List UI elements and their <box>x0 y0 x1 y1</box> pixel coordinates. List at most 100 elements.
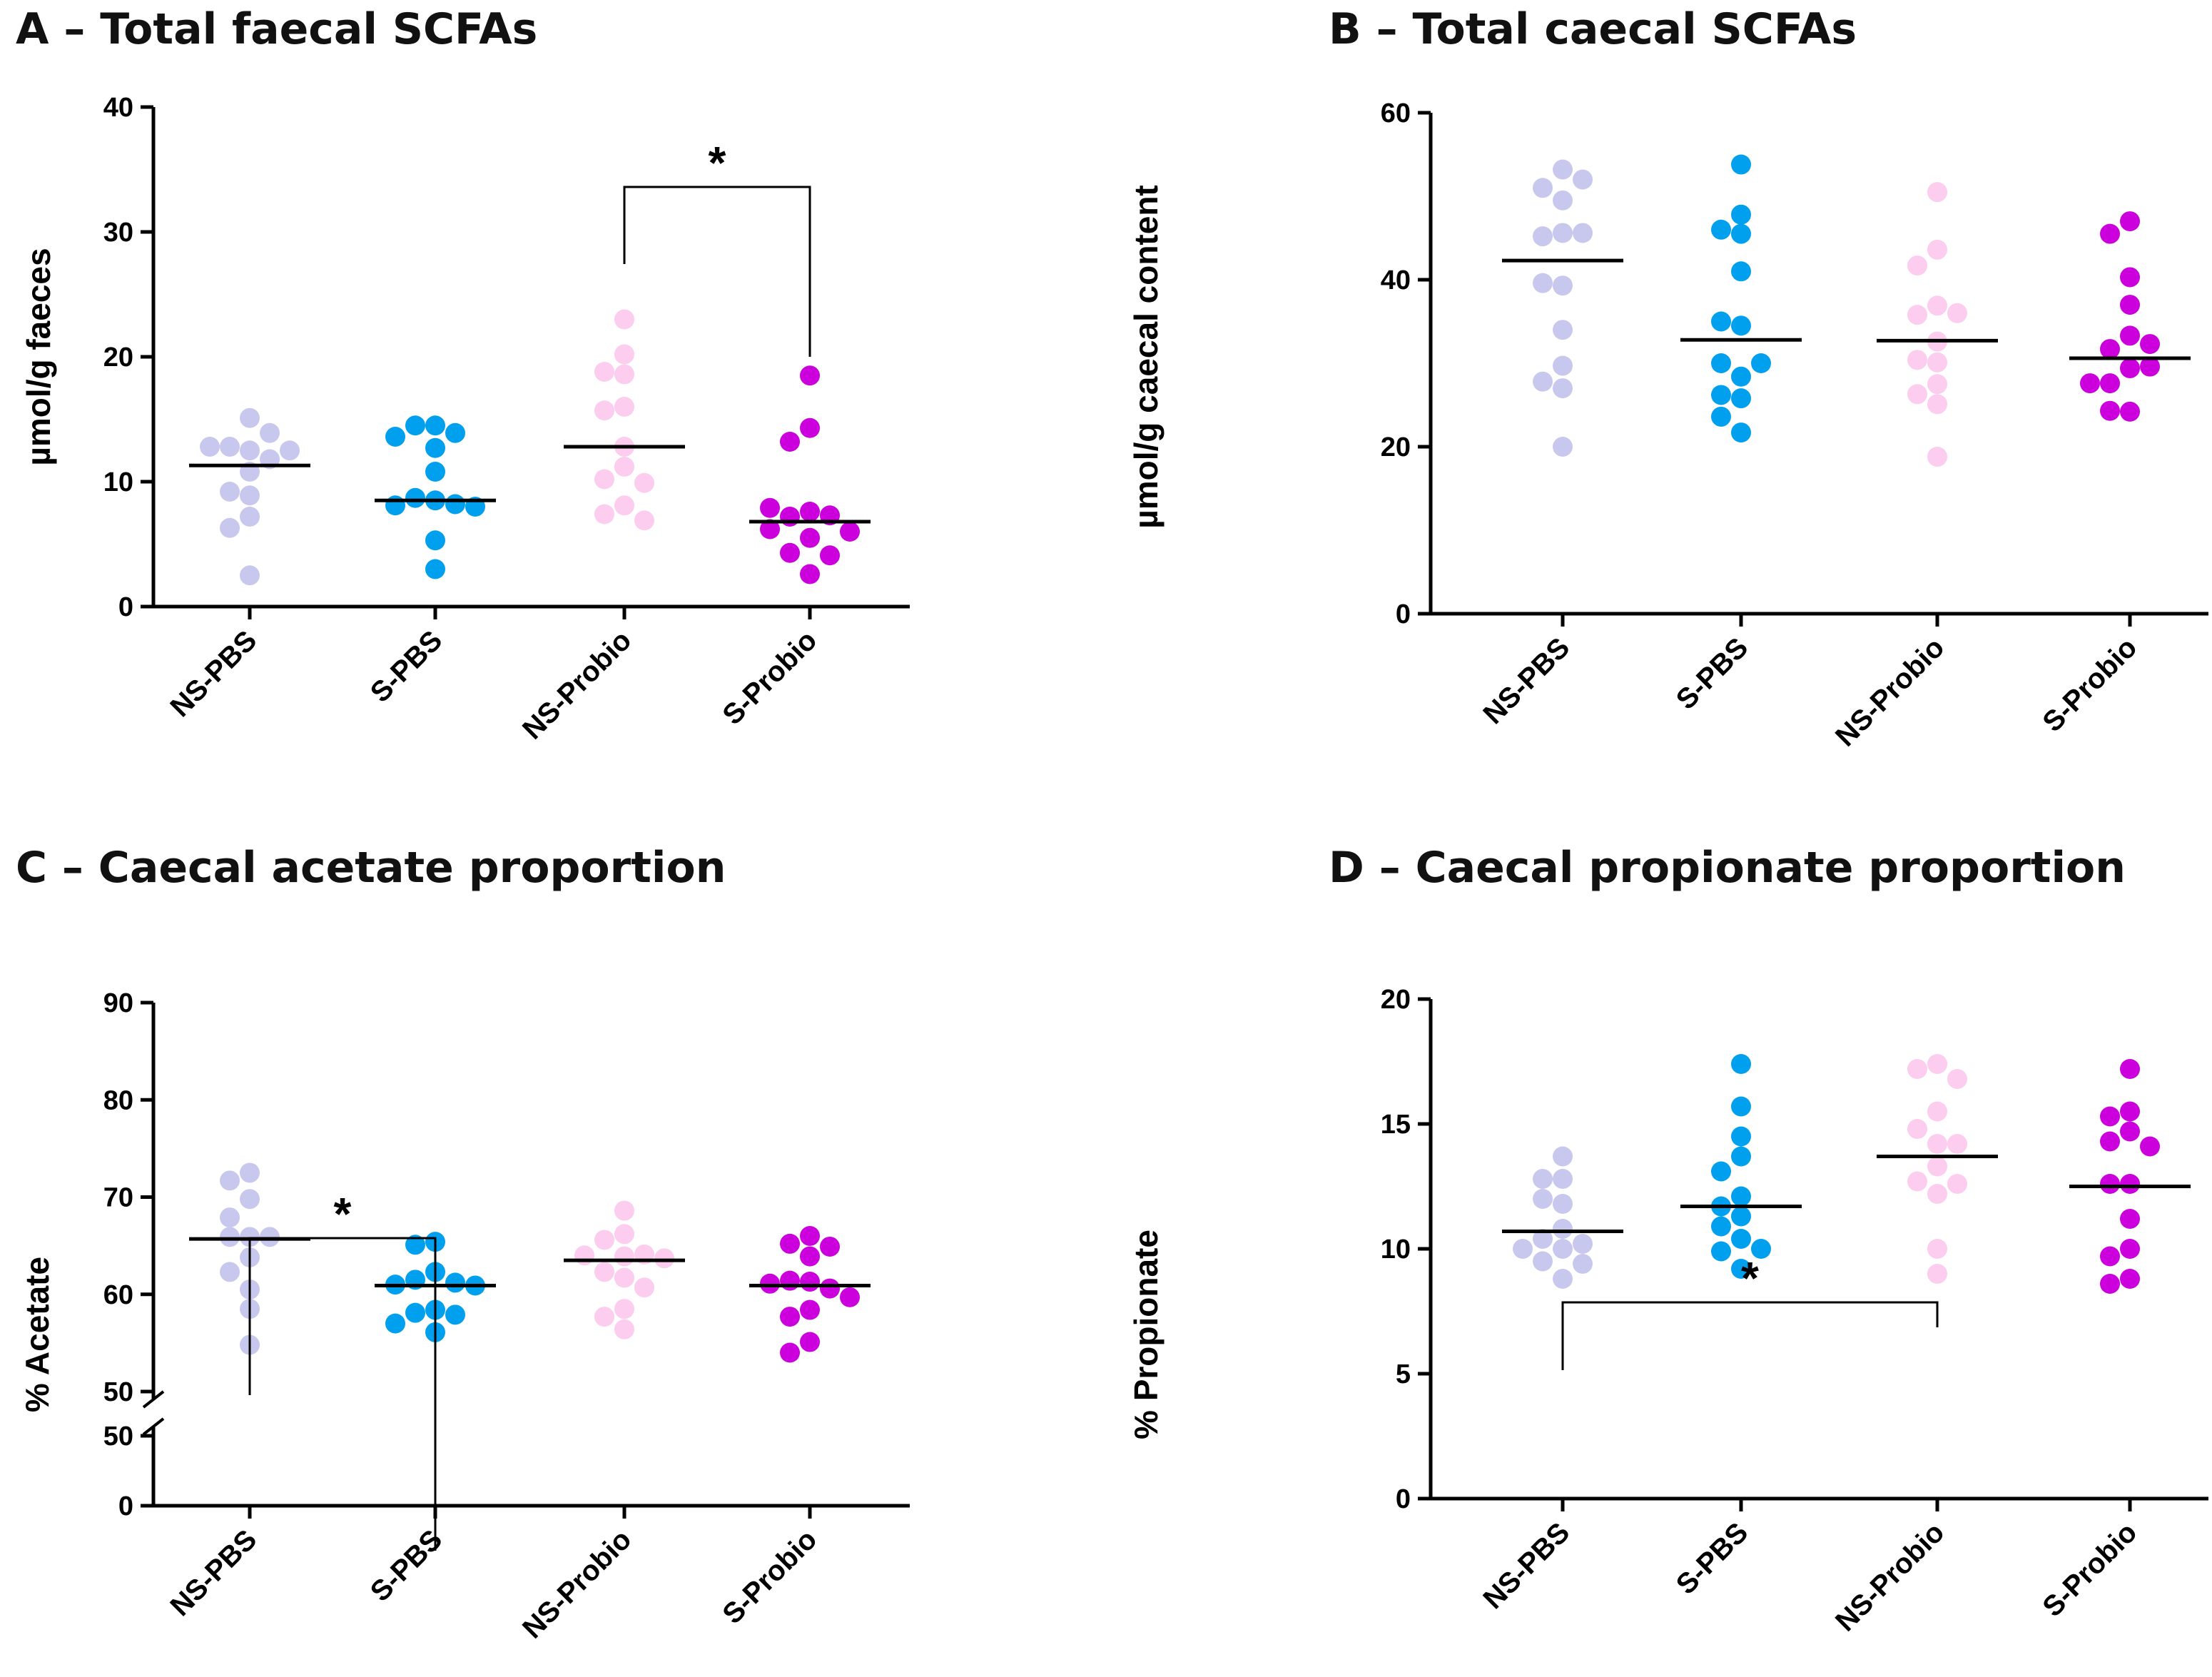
y-tick-label: 10 <box>1381 1235 1411 1265</box>
data-point <box>220 1207 240 1228</box>
data-point <box>2100 1246 2120 1267</box>
y-tick-label: 0 <box>118 1491 133 1521</box>
data-point <box>2120 358 2140 379</box>
data-point <box>1907 350 1927 370</box>
data-point <box>405 1302 425 1323</box>
data-point <box>2100 1274 2120 1294</box>
data-point <box>1907 1171 1927 1192</box>
x-tick-label: NS-PBS <box>1477 632 1576 730</box>
data-point <box>614 1224 634 1245</box>
data-point <box>1751 353 1771 373</box>
y-tick-label: 20 <box>103 343 133 373</box>
series-s-probio <box>760 1226 860 1363</box>
panel-title: D – Caecal propionate proportion <box>1329 843 2126 893</box>
data-point <box>2120 401 2140 422</box>
data-point <box>1553 159 1573 180</box>
data-point <box>1553 1194 1573 1214</box>
x-tick-label: S-PBS <box>1670 1516 1755 1601</box>
significance-bracket <box>248 1237 437 1551</box>
data-point <box>2100 373 2120 394</box>
series-ns-pbs <box>1513 1146 1593 1289</box>
data-point <box>780 1233 800 1254</box>
data-point <box>1947 1174 1967 1194</box>
data-point <box>1927 1054 1947 1074</box>
data-point <box>760 519 780 539</box>
data-point <box>1927 295 1947 316</box>
data-point <box>1553 223 1573 243</box>
y-tick-label: 50 <box>103 1422 133 1451</box>
data-point <box>800 1272 820 1292</box>
panel-a: A – Total faecal SCFAs 0 10 20 30 40 µmol/g f… <box>0 0 1106 838</box>
data-point <box>1731 366 1751 387</box>
x-tick-label: NS-Probio <box>517 624 637 745</box>
data-point <box>634 1277 654 1298</box>
data-point <box>240 485 260 506</box>
x-tick-label: NS-Probio <box>1830 1516 1950 1637</box>
data-point <box>1533 1189 1553 1209</box>
chart-d: 0 5 10 15 20 % Propionate NS-PBS S-PBS NS-Probio… <box>1127 985 2208 1638</box>
data-point <box>820 1278 840 1299</box>
data-point <box>1711 219 1731 240</box>
data-point <box>240 565 260 586</box>
y-axis-title: % Propionate <box>1127 1230 1165 1439</box>
data-point <box>1553 1146 1573 1167</box>
data-point <box>1751 1239 1771 1259</box>
x-tick-label: S-Probio <box>716 1524 823 1630</box>
x-tick-label: S-Probio <box>2036 1516 2143 1623</box>
data-point <box>800 417 820 438</box>
series-ns-probio <box>574 1200 674 1339</box>
data-point <box>1533 226 1553 247</box>
data-point <box>1927 447 1947 467</box>
data-point <box>425 559 445 579</box>
series-s-probio <box>2100 1059 2160 1294</box>
data-point <box>1553 1169 1573 1189</box>
significance-bracket <box>1561 1301 1939 1370</box>
x-tick-label: NS-PBS <box>164 1524 263 1622</box>
data-point <box>780 1270 800 1291</box>
chart-a: 0 10 20 30 40 µmol/g faeces NS-PBS S-PBS NS-Prob… <box>20 93 910 746</box>
data-point <box>425 415 445 436</box>
data-point <box>1711 406 1731 427</box>
series-s-pbs <box>1711 154 1771 443</box>
data-point <box>240 1162 260 1183</box>
data-point <box>280 440 300 461</box>
data-point <box>634 510 654 531</box>
data-point <box>1573 1234 1593 1254</box>
data-point <box>594 504 614 525</box>
data-point <box>1573 1254 1593 1274</box>
y-tick-label: 30 <box>103 218 133 248</box>
data-point <box>1573 169 1593 190</box>
data-point <box>240 1189 260 1210</box>
data-point <box>240 440 260 461</box>
data-point <box>1907 305 1927 325</box>
y-tick-label: 90 <box>103 988 133 1018</box>
data-point <box>800 1226 820 1246</box>
y-tick-label: 60 <box>103 1280 133 1310</box>
data-point <box>1731 1126 1751 1147</box>
x-tick-label: NS-PBS <box>1477 1516 1576 1615</box>
data-point <box>260 422 280 443</box>
data-point <box>220 1262 240 1282</box>
data-point <box>2100 400 2120 421</box>
axis-break-mark <box>142 1417 165 1436</box>
data-point <box>1731 1259 1751 1279</box>
data-point <box>1731 1186 1751 1207</box>
data-point <box>1553 378 1573 399</box>
data-point <box>780 542 800 563</box>
data-point <box>220 1227 240 1247</box>
data-point <box>1513 1239 1533 1259</box>
y-tick-label: 80 <box>103 1085 133 1115</box>
data-point <box>2100 1131 2120 1152</box>
data-point <box>1711 353 1731 373</box>
data-point <box>1731 1054 1751 1074</box>
data-point <box>614 1267 634 1288</box>
data-point <box>200 437 220 457</box>
data-point <box>1533 273 1553 293</box>
data-point <box>1553 320 1573 340</box>
y-tick-label: 20 <box>1381 985 1411 1015</box>
data-point <box>614 364 634 385</box>
data-point <box>760 497 780 518</box>
y-tick-label: 5 <box>1396 1359 1411 1389</box>
data-point <box>1927 374 1947 395</box>
series-s-probio <box>760 365 860 584</box>
